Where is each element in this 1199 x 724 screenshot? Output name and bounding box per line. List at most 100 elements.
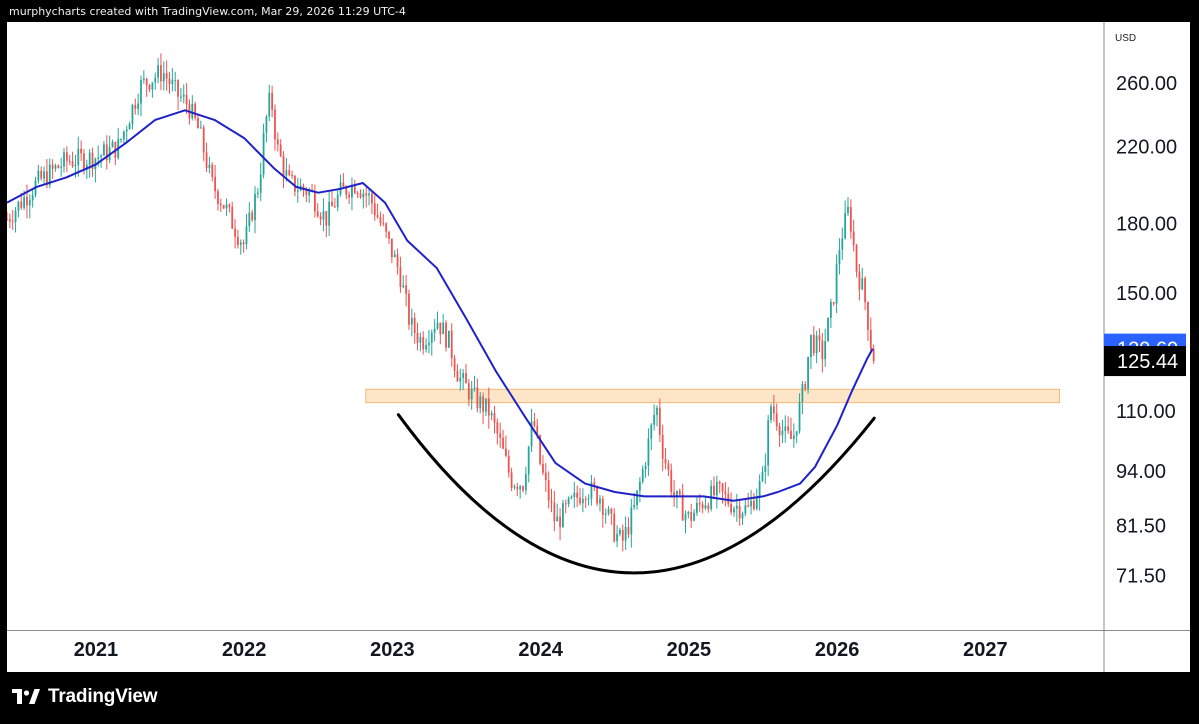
- candle[interactable]: [829, 298, 832, 329]
- candle[interactable]: [838, 238, 841, 275]
- candle[interactable]: [590, 474, 593, 506]
- candle[interactable]: [727, 487, 730, 508]
- candle[interactable]: [365, 186, 368, 208]
- candle[interactable]: [667, 460, 670, 477]
- candle[interactable]: [117, 128, 120, 160]
- candle[interactable]: [747, 492, 750, 508]
- candle[interactable]: [801, 380, 804, 415]
- candle[interactable]: [333, 198, 336, 209]
- candle[interactable]: [353, 179, 356, 195]
- candle[interactable]: [479, 392, 482, 414]
- candle[interactable]: [767, 415, 770, 477]
- candle[interactable]: [393, 250, 396, 258]
- candle[interactable]: [342, 173, 345, 187]
- candle[interactable]: [499, 422, 502, 448]
- candle[interactable]: [770, 403, 772, 424]
- candle[interactable]: [390, 238, 393, 264]
- candle[interactable]: [168, 72, 171, 94]
- candle[interactable]: [111, 139, 114, 148]
- support-zone[interactable]: [365, 388, 1061, 404]
- candle[interactable]: [299, 178, 302, 192]
- candle[interactable]: [105, 135, 108, 170]
- candle[interactable]: [522, 485, 524, 493]
- candle[interactable]: [761, 466, 764, 482]
- candle[interactable]: [459, 368, 462, 391]
- candle[interactable]: [792, 423, 795, 448]
- candle[interactable]: [476, 378, 479, 413]
- candle[interactable]: [8, 213, 11, 229]
- candle[interactable]: [134, 98, 137, 115]
- candle[interactable]: [610, 507, 613, 525]
- candle[interactable]: [462, 369, 465, 391]
- candle[interactable]: [359, 189, 362, 199]
- candle[interactable]: [430, 329, 433, 356]
- candle[interactable]: [197, 113, 199, 129]
- candle[interactable]: [678, 488, 681, 496]
- candle[interactable]: [847, 197, 849, 217]
- candle[interactable]: [368, 188, 370, 206]
- candle[interactable]: [71, 151, 74, 168]
- candle[interactable]: [371, 190, 373, 215]
- candle[interactable]: [636, 490, 638, 510]
- candle[interactable]: [658, 398, 661, 443]
- candle[interactable]: [336, 189, 339, 212]
- candle[interactable]: [710, 480, 713, 512]
- candle[interactable]: [730, 492, 733, 516]
- candle[interactable]: [684, 510, 687, 534]
- candle[interactable]: [653, 404, 656, 431]
- candle[interactable]: [553, 490, 556, 532]
- candle[interactable]: [467, 378, 470, 407]
- candle[interactable]: [128, 121, 131, 130]
- candle[interactable]: [687, 510, 690, 519]
- candle[interactable]: [750, 489, 752, 515]
- candle[interactable]: [704, 497, 707, 511]
- candle[interactable]: [356, 190, 359, 199]
- candle[interactable]: [219, 198, 222, 213]
- candle[interactable]: [122, 130, 125, 144]
- candle[interactable]: [832, 301, 835, 306]
- candle[interactable]: [738, 500, 741, 526]
- candle[interactable]: [433, 319, 436, 342]
- candle[interactable]: [40, 166, 43, 181]
- candle[interactable]: [735, 493, 738, 522]
- candle[interactable]: [162, 61, 165, 91]
- candle[interactable]: [641, 465, 644, 484]
- candle[interactable]: [385, 222, 388, 238]
- candle[interactable]: [753, 492, 755, 511]
- candle[interactable]: [810, 334, 812, 369]
- candle[interactable]: [185, 83, 188, 114]
- candle[interactable]: [473, 375, 476, 392]
- candle[interactable]: [616, 525, 618, 548]
- candle[interactable]: [328, 190, 331, 236]
- candle[interactable]: [869, 317, 872, 351]
- candle[interactable]: [131, 103, 134, 130]
- candle[interactable]: [772, 394, 775, 422]
- candle[interactable]: [120, 138, 122, 143]
- candle[interactable]: [778, 422, 781, 447]
- candle[interactable]: [268, 84, 271, 122]
- candle[interactable]: [331, 189, 333, 207]
- candle[interactable]: [279, 139, 282, 158]
- candle[interactable]: [248, 202, 251, 232]
- candle[interactable]: [496, 418, 499, 445]
- candle[interactable]: [351, 177, 353, 211]
- candle[interactable]: [690, 503, 693, 529]
- candle[interactable]: [242, 239, 245, 253]
- candle[interactable]: [214, 165, 217, 199]
- candle[interactable]: [527, 445, 530, 483]
- candle[interactable]: [316, 203, 319, 218]
- candle[interactable]: [428, 329, 430, 354]
- candle[interactable]: [670, 463, 673, 498]
- candle[interactable]: [564, 499, 567, 514]
- candle[interactable]: [171, 68, 174, 92]
- candle[interactable]: [556, 503, 559, 522]
- candle[interactable]: [542, 455, 544, 476]
- candle[interactable]: [68, 155, 71, 166]
- candle[interactable]: [807, 356, 809, 394]
- candle[interactable]: [271, 85, 274, 118]
- candle[interactable]: [562, 499, 564, 528]
- candle[interactable]: [795, 431, 798, 444]
- candle[interactable]: [174, 71, 177, 92]
- candle[interactable]: [145, 77, 148, 97]
- candle[interactable]: [419, 332, 422, 352]
